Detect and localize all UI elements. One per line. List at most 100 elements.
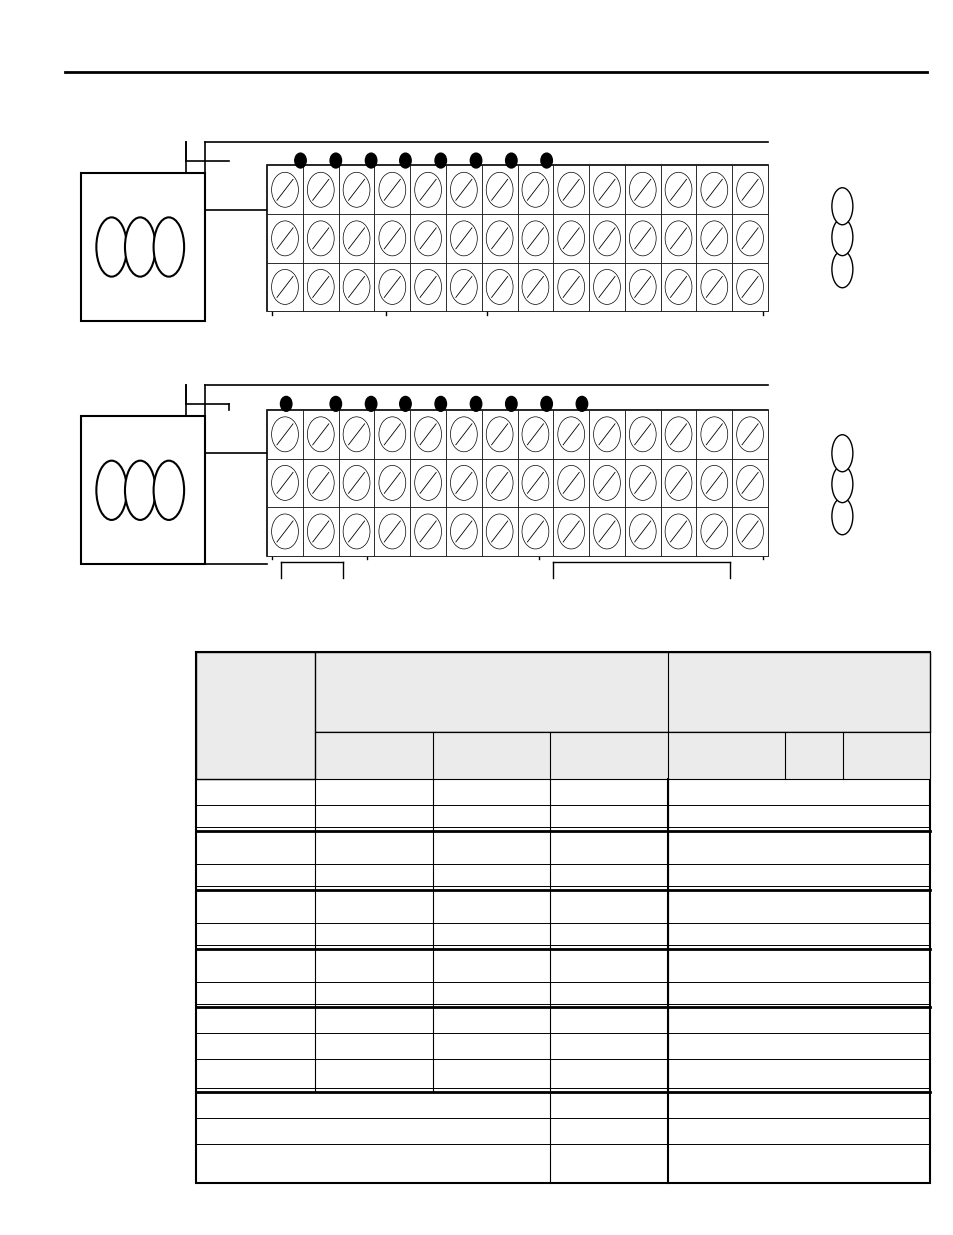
Ellipse shape xyxy=(593,514,619,548)
Bar xyxy=(374,458,410,508)
Ellipse shape xyxy=(593,173,619,207)
Bar xyxy=(588,263,624,311)
Bar xyxy=(624,410,659,458)
Ellipse shape xyxy=(629,221,656,256)
Ellipse shape xyxy=(272,269,298,304)
Bar xyxy=(517,508,553,556)
Bar xyxy=(374,410,410,458)
Ellipse shape xyxy=(486,221,513,256)
Bar xyxy=(338,165,374,214)
Ellipse shape xyxy=(700,173,727,207)
Bar xyxy=(195,652,929,1183)
Bar xyxy=(267,263,303,311)
Ellipse shape xyxy=(486,269,513,304)
Bar xyxy=(553,458,589,508)
Bar xyxy=(445,165,481,214)
Circle shape xyxy=(330,396,341,411)
Bar xyxy=(553,214,589,263)
Bar xyxy=(659,165,696,214)
Ellipse shape xyxy=(125,461,155,520)
Bar xyxy=(732,458,767,508)
Bar xyxy=(338,214,374,263)
Ellipse shape xyxy=(831,251,852,288)
Bar xyxy=(303,458,338,508)
Ellipse shape xyxy=(153,217,184,277)
Ellipse shape xyxy=(415,417,441,452)
Bar xyxy=(338,458,374,508)
Ellipse shape xyxy=(736,514,762,548)
Ellipse shape xyxy=(700,221,727,256)
Bar xyxy=(374,508,410,556)
Ellipse shape xyxy=(378,417,405,452)
Circle shape xyxy=(470,396,481,411)
Bar xyxy=(410,410,445,458)
Bar xyxy=(588,508,624,556)
Ellipse shape xyxy=(521,221,548,256)
Ellipse shape xyxy=(558,173,584,207)
Bar xyxy=(267,410,303,458)
Ellipse shape xyxy=(629,466,656,500)
Bar xyxy=(81,416,205,564)
Bar xyxy=(303,263,338,311)
Circle shape xyxy=(435,153,446,168)
Bar xyxy=(624,165,659,214)
Circle shape xyxy=(399,396,411,411)
Circle shape xyxy=(505,396,517,411)
Circle shape xyxy=(470,153,481,168)
Ellipse shape xyxy=(521,466,548,500)
Bar xyxy=(481,263,517,311)
Ellipse shape xyxy=(664,269,691,304)
Ellipse shape xyxy=(558,221,584,256)
Bar xyxy=(588,165,624,214)
Bar xyxy=(553,410,589,458)
Circle shape xyxy=(576,396,587,411)
Ellipse shape xyxy=(831,498,852,535)
Ellipse shape xyxy=(415,269,441,304)
Ellipse shape xyxy=(378,514,405,548)
Bar xyxy=(696,165,731,214)
Ellipse shape xyxy=(153,461,184,520)
Ellipse shape xyxy=(450,514,476,548)
Bar xyxy=(374,263,410,311)
Ellipse shape xyxy=(272,173,298,207)
Bar xyxy=(445,458,481,508)
Bar xyxy=(732,165,767,214)
Ellipse shape xyxy=(736,173,762,207)
Bar xyxy=(410,214,445,263)
Ellipse shape xyxy=(378,466,405,500)
Ellipse shape xyxy=(378,173,405,207)
Bar xyxy=(553,165,589,214)
Ellipse shape xyxy=(343,466,370,500)
Bar xyxy=(410,165,445,214)
Bar xyxy=(303,410,338,458)
Circle shape xyxy=(365,396,376,411)
Ellipse shape xyxy=(307,466,334,500)
Ellipse shape xyxy=(629,417,656,452)
Bar xyxy=(553,508,589,556)
Bar xyxy=(267,410,767,556)
Ellipse shape xyxy=(700,269,727,304)
Ellipse shape xyxy=(307,173,334,207)
Bar xyxy=(659,508,696,556)
Bar xyxy=(303,214,338,263)
Bar xyxy=(696,508,731,556)
Ellipse shape xyxy=(486,173,513,207)
Bar xyxy=(374,214,410,263)
Bar xyxy=(588,214,624,263)
Bar xyxy=(696,263,731,311)
Bar xyxy=(445,214,481,263)
Bar xyxy=(696,458,731,508)
Bar xyxy=(195,652,315,779)
Ellipse shape xyxy=(629,269,656,304)
Ellipse shape xyxy=(521,173,548,207)
Ellipse shape xyxy=(450,173,476,207)
Circle shape xyxy=(365,153,376,168)
Bar xyxy=(338,508,374,556)
Ellipse shape xyxy=(736,269,762,304)
Ellipse shape xyxy=(486,514,513,548)
Ellipse shape xyxy=(343,221,370,256)
Ellipse shape xyxy=(736,221,762,256)
Bar xyxy=(267,214,303,263)
Bar xyxy=(624,458,659,508)
Bar xyxy=(303,165,338,214)
